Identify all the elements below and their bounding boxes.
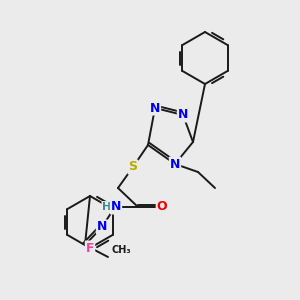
Text: CH₃: CH₃: [111, 245, 130, 255]
Text: H: H: [102, 202, 112, 212]
Text: N: N: [178, 109, 188, 122]
Text: F: F: [86, 242, 94, 254]
Text: N: N: [150, 101, 160, 115]
Text: S: S: [128, 160, 137, 173]
Text: N: N: [170, 158, 180, 170]
Text: O: O: [157, 200, 167, 214]
Text: N: N: [111, 200, 121, 214]
Text: N: N: [97, 220, 107, 233]
